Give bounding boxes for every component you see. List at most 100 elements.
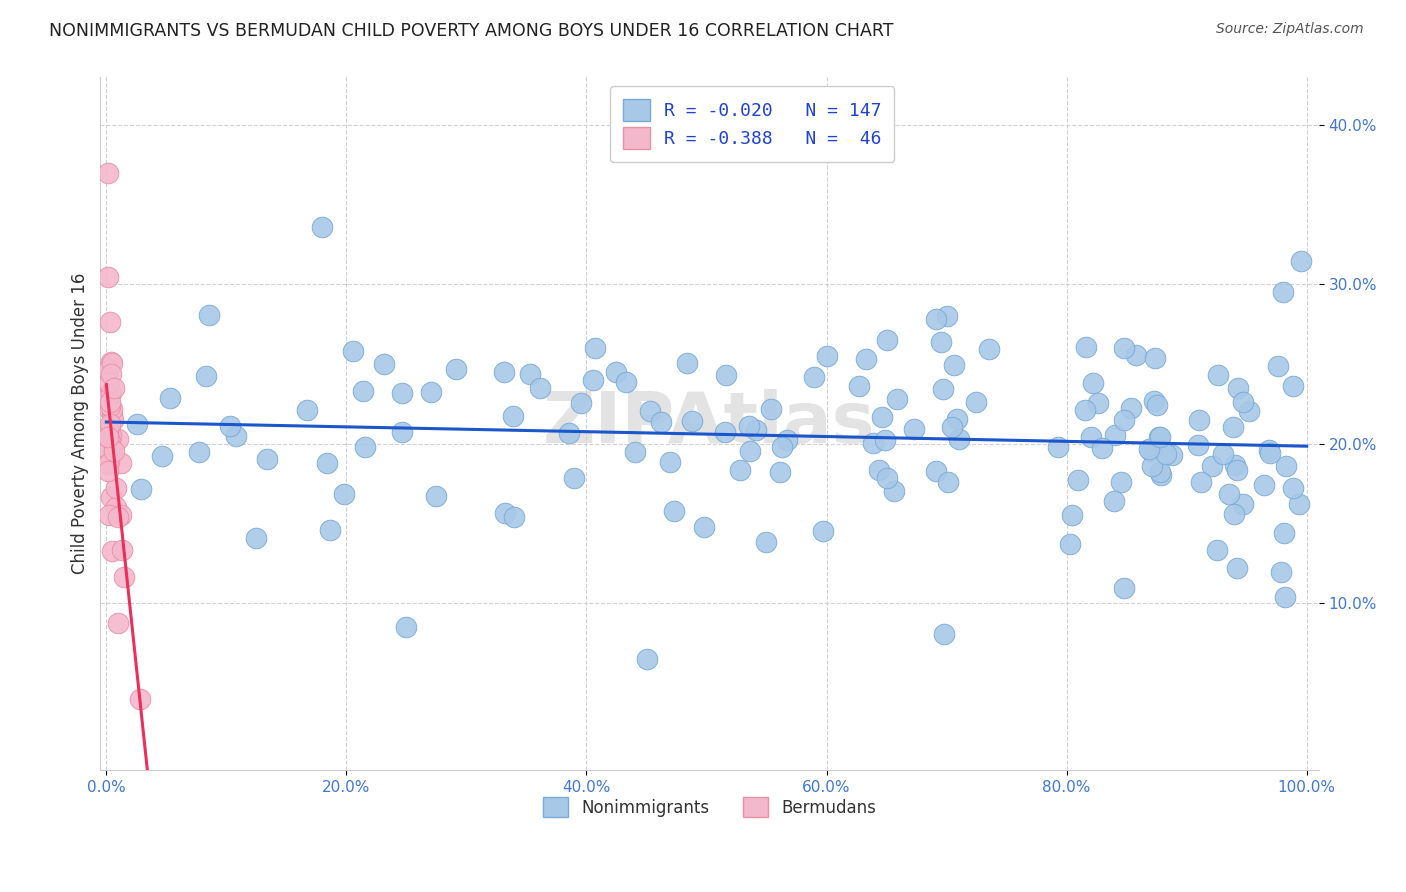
Point — [1206, 368, 1229, 383]
Point — [1119, 401, 1142, 415]
Point — [1062, 508, 1084, 522]
Point — [100, 399, 122, 413]
Point — [96, 423, 118, 437]
Point — [98, 439, 121, 453]
Point — [638, 403, 661, 417]
Point — [1142, 393, 1164, 408]
Point — [755, 534, 778, 549]
Point — [1146, 398, 1168, 412]
Point — [188, 445, 211, 459]
Point — [100, 429, 122, 443]
Point — [1205, 542, 1227, 557]
Point — [1073, 403, 1095, 417]
Point — [333, 487, 356, 501]
Point — [101, 413, 124, 427]
Point — [855, 351, 877, 366]
Point — [1288, 497, 1310, 511]
Point — [101, 443, 124, 458]
Point — [97, 390, 120, 404]
Point — [1188, 413, 1211, 427]
Point — [769, 465, 792, 479]
Point — [1226, 381, 1249, 395]
Point — [110, 508, 132, 523]
Point — [929, 335, 952, 350]
Point — [129, 692, 152, 706]
Point — [1239, 404, 1261, 418]
Point — [395, 620, 418, 634]
Point — [903, 422, 925, 436]
Point — [245, 531, 267, 545]
Point — [1111, 475, 1133, 490]
Point — [444, 362, 467, 376]
Point — [1222, 420, 1244, 434]
Point — [1091, 441, 1114, 455]
Point — [1187, 437, 1209, 451]
Point — [870, 410, 893, 425]
Point — [105, 500, 128, 514]
Point — [1104, 427, 1126, 442]
Point — [1222, 507, 1244, 521]
Point — [1154, 447, 1177, 461]
Point — [1226, 463, 1249, 477]
Point — [1149, 429, 1171, 443]
Point — [96, 457, 118, 471]
Point — [714, 425, 737, 439]
Point — [977, 342, 1000, 356]
Point — [96, 442, 118, 457]
Point — [1258, 446, 1281, 460]
Point — [1223, 458, 1246, 472]
Point — [107, 509, 129, 524]
Text: Source: ZipAtlas.com: Source: ZipAtlas.com — [1216, 22, 1364, 37]
Point — [494, 506, 516, 520]
Point — [98, 395, 121, 409]
Point — [195, 368, 218, 383]
Point — [110, 456, 132, 470]
Point — [98, 376, 121, 390]
Point — [1189, 475, 1212, 489]
Point — [111, 543, 134, 558]
Point — [1114, 341, 1136, 355]
Point — [492, 365, 515, 379]
Point — [738, 444, 761, 458]
Point — [96, 270, 118, 285]
Point — [502, 409, 524, 424]
Point — [582, 373, 605, 387]
Point — [675, 356, 697, 370]
Point — [886, 392, 908, 407]
Point — [1074, 340, 1097, 354]
Point — [1270, 566, 1292, 580]
Point — [107, 433, 129, 447]
Point — [935, 310, 957, 324]
Point — [759, 402, 782, 417]
Point — [105, 481, 128, 495]
Point — [96, 455, 118, 469]
Point — [1149, 465, 1171, 479]
Point — [1144, 351, 1167, 365]
Point — [97, 454, 120, 468]
Point — [529, 380, 551, 394]
Point — [1142, 459, 1164, 474]
Y-axis label: Child Poverty Among Boys Under 16: Child Poverty Among Boys Under 16 — [72, 273, 89, 574]
Point — [316, 456, 339, 470]
Point — [198, 309, 221, 323]
Point — [605, 365, 627, 379]
Point — [159, 391, 181, 405]
Point — [318, 523, 340, 537]
Point — [1140, 443, 1163, 458]
Point — [868, 463, 890, 477]
Point — [883, 483, 905, 498]
Point — [569, 396, 592, 410]
Point — [98, 315, 121, 329]
Point — [1257, 443, 1279, 458]
Point — [738, 419, 761, 434]
Point — [391, 385, 413, 400]
Point — [127, 417, 149, 432]
Point — [925, 312, 948, 326]
Point — [1272, 526, 1295, 541]
Point — [848, 378, 870, 392]
Point — [932, 382, 955, 396]
Point — [103, 443, 125, 458]
Point — [1282, 481, 1305, 495]
Point — [946, 412, 969, 426]
Point — [1271, 285, 1294, 300]
